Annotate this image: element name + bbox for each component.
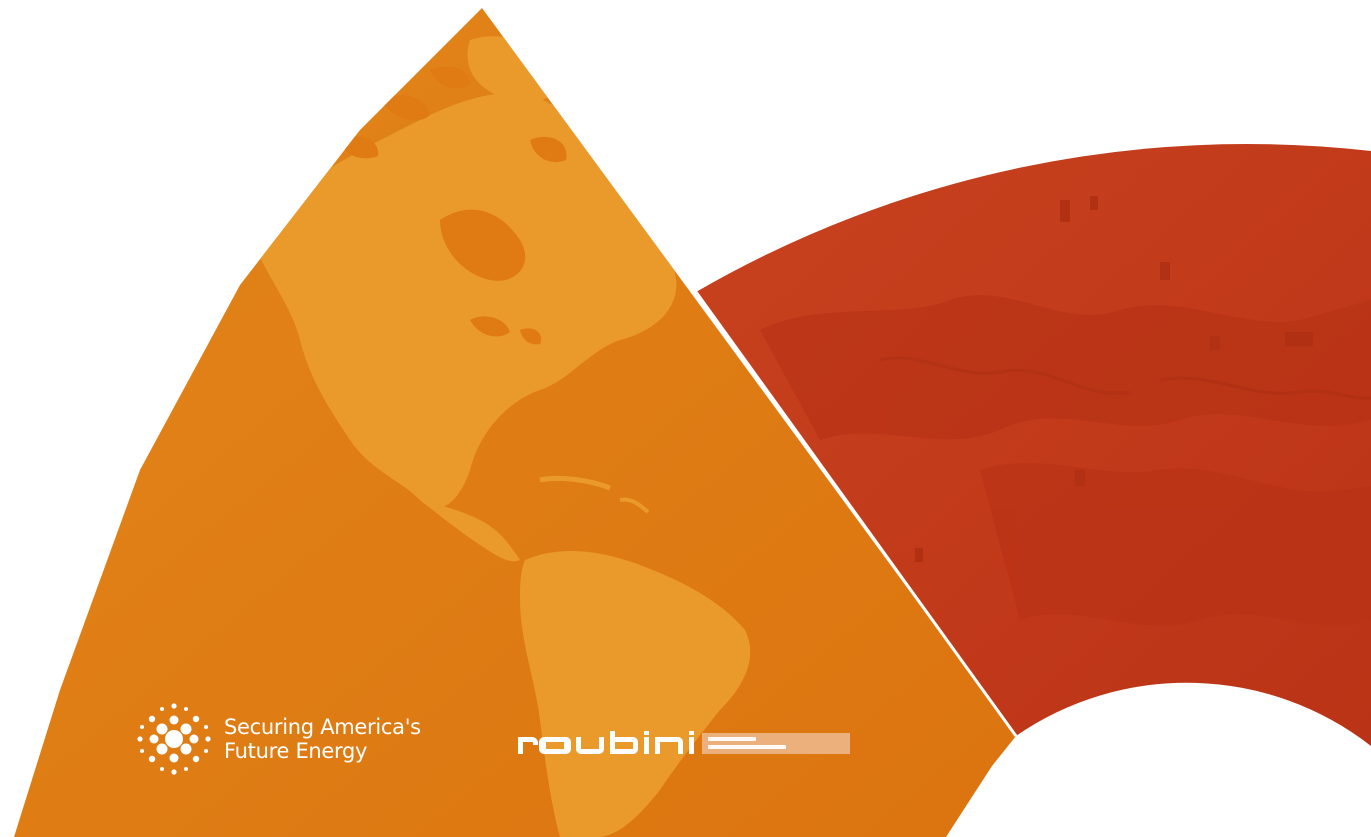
panel-divider <box>694 291 1018 737</box>
right-map-terrain <box>760 196 1371 626</box>
safe-logo: Securing America's Future Energy <box>132 694 421 784</box>
sunburst-icon <box>137 703 211 775</box>
right-map-panel <box>696 143 1371 746</box>
safe-wordmark: Securing America's Future Energy <box>224 715 421 763</box>
safe-line-1: Securing America's <box>224 715 421 739</box>
left-map-panel <box>14 8 1016 837</box>
roubini-wordmark <box>518 731 850 754</box>
roubini-logo <box>516 729 852 757</box>
safe-line-2: Future Energy <box>224 739 368 763</box>
